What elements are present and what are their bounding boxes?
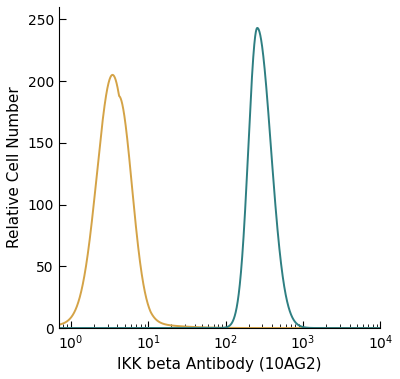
X-axis label: IKK beta Antibody (10AG2): IKK beta Antibody (10AG2) [117,357,322,372]
Y-axis label: Relative Cell Number: Relative Cell Number [7,87,22,248]
